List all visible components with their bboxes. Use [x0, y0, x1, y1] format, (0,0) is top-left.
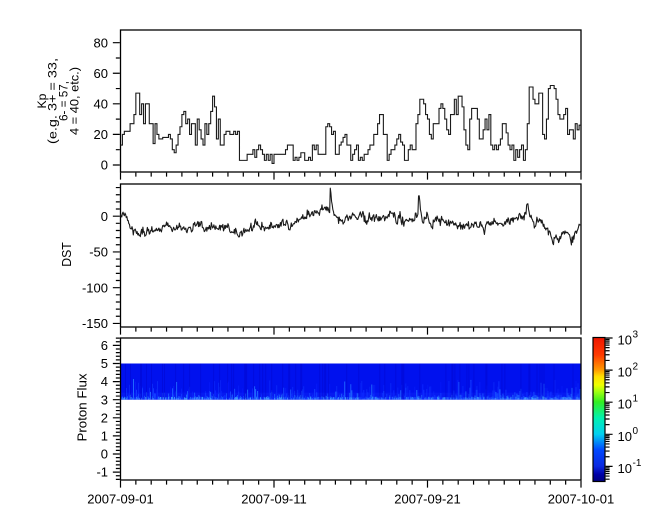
svg-text:Kp: Kp — [37, 94, 49, 109]
svg-text:10: 10 — [618, 333, 632, 348]
svg-text:0: 0 — [101, 447, 108, 462]
svg-text:-100: -100 — [82, 280, 108, 295]
svg-text:0: 0 — [633, 426, 639, 437]
svg-text:2007-09-01: 2007-09-01 — [87, 492, 154, 507]
svg-text:3: 3 — [633, 330, 639, 341]
svg-text:-50: -50 — [89, 245, 108, 260]
svg-text:4: 4 — [101, 374, 108, 389]
svg-text:20: 20 — [94, 127, 108, 142]
svg-text:1: 1 — [101, 429, 108, 444]
svg-text:10: 10 — [618, 397, 632, 412]
svg-text:2: 2 — [101, 410, 108, 425]
svg-text:3: 3 — [101, 392, 108, 407]
svg-text:-1: -1 — [633, 458, 642, 469]
svg-text:(e.g. 3+ = 33,: (e.g. 3+ = 33, — [48, 58, 60, 144]
svg-text:80: 80 — [94, 35, 108, 50]
svg-text:-150: -150 — [82, 316, 108, 331]
svg-text:6: 6 — [101, 338, 108, 353]
svg-text:2007-10-01: 2007-10-01 — [548, 492, 615, 507]
svg-text:Proton Flux: Proton Flux — [75, 373, 90, 441]
svg-text:4 = 40, etc.): 4 = 40, etc.) — [70, 67, 82, 135]
svg-text:60: 60 — [94, 66, 108, 81]
svg-text:-1: -1 — [96, 465, 108, 480]
svg-text:DST: DST — [59, 242, 74, 267]
svg-text:2007-09-11: 2007-09-11 — [241, 492, 307, 507]
svg-text:0: 0 — [101, 158, 108, 173]
svg-text:10: 10 — [618, 429, 632, 444]
svg-text:5: 5 — [101, 356, 108, 371]
svg-text:2: 2 — [633, 362, 639, 373]
svg-text:1: 1 — [633, 394, 639, 405]
svg-text:40: 40 — [94, 96, 108, 111]
svg-text:10: 10 — [618, 461, 632, 476]
svg-text:0: 0 — [101, 209, 108, 224]
svg-text:10: 10 — [618, 365, 632, 380]
svg-text:2007-09-21: 2007-09-21 — [394, 492, 461, 507]
svg-text:6- = 57,: 6- = 57, — [59, 81, 71, 121]
